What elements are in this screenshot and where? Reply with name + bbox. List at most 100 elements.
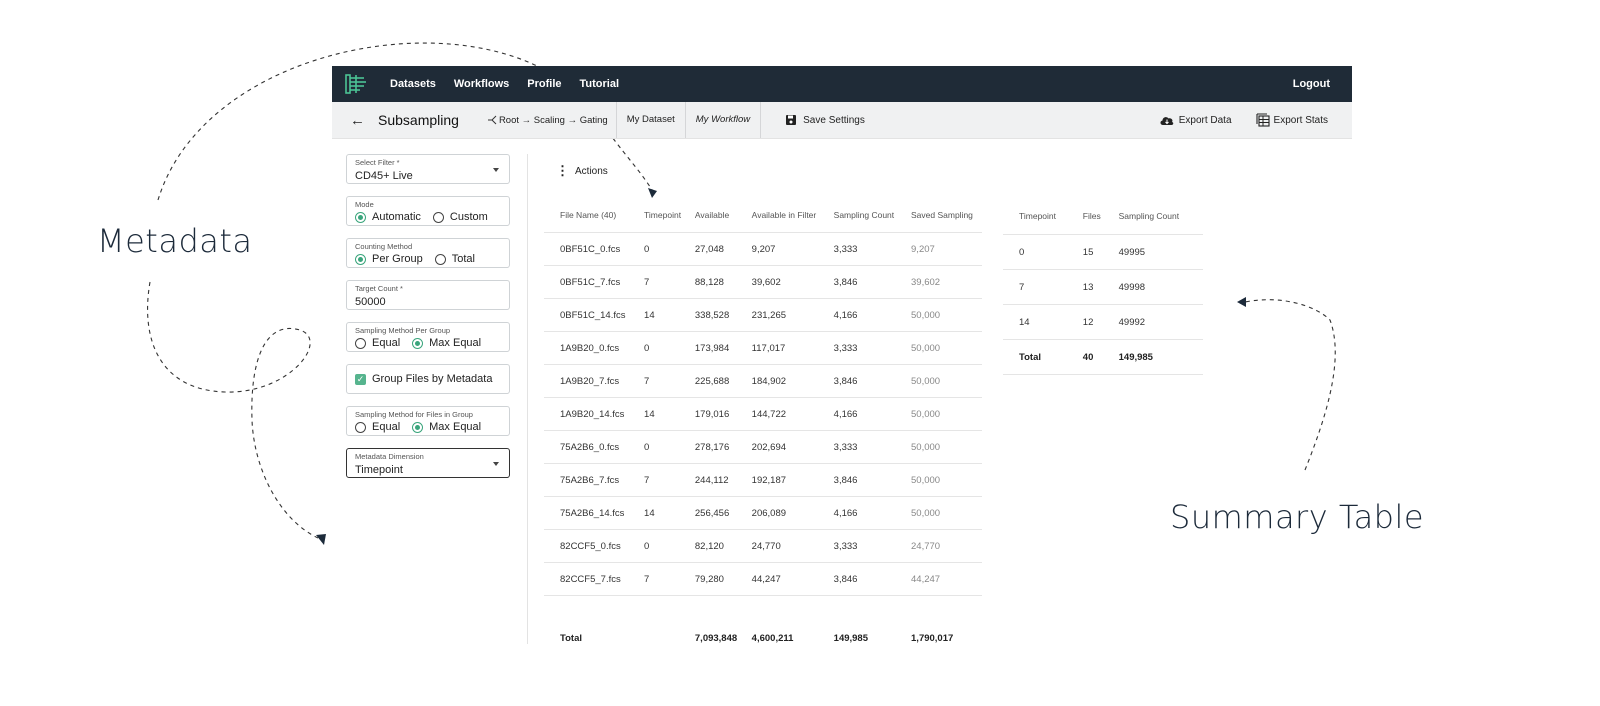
table-row[interactable]: 75A2B6_14.fcs 14 256,456 206,089 4,166 50,000 [544,496,982,530]
files-equal-radio[interactable]: Equal [355,421,400,433]
nav-workflows[interactable]: Workflows [453,78,510,90]
arrowhead-dimension [316,534,326,545]
sampling-files-radio-group: Sampling Method for Files in Group Equal… [346,406,510,436]
table-cell: 50,000 [903,397,982,431]
table-cell: 4,166 [825,298,904,332]
table-row[interactable]: 1A9B20_14.fcs 14 179,016 144,722 4,166 50,000 [544,397,982,431]
table-cell: 0 [636,529,687,563]
table-row[interactable]: 82CCF5_0.fcs 0 82,120 24,770 3,333 24,770 [544,529,982,563]
field-label: Sampling Method Per Group [355,326,451,335]
table-row[interactable]: 75A2B6_0.fcs 0 278,176 202,694 3,333 50,000 [544,430,982,464]
field-label: Mode [355,200,374,209]
back-arrow-icon[interactable]: ← [350,111,365,129]
table-cell: 244,112 [686,463,744,497]
radio-label: Per Group [372,253,423,265]
table-cell: 13 [1074,269,1111,305]
table-cell: 225,688 [686,364,744,398]
table-cell: 50,000 [903,463,982,497]
table-cell: 0BF51C_14.fcs [544,298,637,332]
export-stats-button[interactable]: Export Stats [1255,113,1328,127]
save-icon [786,115,797,125]
table-cell: 50,000 [903,331,982,365]
sampling-per-group-radio-group: Sampling Method Per Group Equal Max Equa… [346,322,510,352]
table-cell: 27,048 [686,232,744,266]
table-cell: 75A2B6_14.fcs [544,496,637,530]
table-cell: 0BF51C_7.fcs [544,265,637,299]
target-count-input[interactable]: Target Count * 50000 [346,280,510,310]
column-header[interactable]: Timepoint [644,210,682,220]
table-row[interactable]: 82CCF5_7.fcs 7 79,280 44,247 3,846 44,247 [544,562,982,596]
more-vert-icon: ⋮ [556,163,569,178]
metadata-dimension-dropdown[interactable]: Metadata Dimension Timepoint [346,448,510,478]
column-header[interactable]: File Name (40) [560,210,617,220]
radio-label: Max Equal [429,421,482,433]
logout-link[interactable]: Logout [1292,78,1330,90]
radio-empty-icon [355,337,366,349]
column-header[interactable]: Sampling Count [1118,211,1180,221]
sampling-max-equal-radio[interactable]: Max Equal [412,337,481,349]
actions-button[interactable]: ⋮ Actions [556,163,608,179]
nav-tutorial[interactable]: Tutorial [579,78,620,90]
counting-per-group-radio[interactable]: Per Group [355,253,423,265]
table-cell: 0 [1003,234,1075,270]
mode-automatic-radio[interactable]: Automatic [355,211,421,223]
table-cell: 49992 [1110,304,1203,340]
field-label: Sampling Method for Files in Group [355,410,473,419]
mode-custom-radio[interactable]: Custom [432,211,488,223]
table-cell: 12 [1074,304,1111,340]
column-header[interactable]: Available [694,210,730,220]
column-header[interactable]: Saved Sampling [911,210,973,220]
cloud-download-icon [1160,117,1173,125]
sampling-equal-radio[interactable]: Equal [355,337,400,349]
table-cell: 75A2B6_7.fcs [544,463,637,497]
table-cell: 50,000 [903,364,982,398]
table-row[interactable]: 1A9B20_0.fcs 0 173,984 117,017 3,333 50,000 [544,331,982,365]
column-header[interactable]: Timepoint [1019,211,1057,221]
export-data-button[interactable]: Export Data [1159,114,1232,126]
summary-row[interactable]: 14 12 49992 [1003,304,1203,340]
table-cell: 24,770 [903,529,982,563]
total-row: Total 7,093,848 4,600,211 149,985 1,790,017 [544,595,982,646]
table-cell: 14 [636,298,687,332]
table-cell: 82,120 [686,529,744,563]
radio-label: Equal [372,421,401,433]
column-header[interactable]: Files [1082,211,1101,221]
table-row[interactable]: 0BF51C_14.fcs 14 338,528 231,265 4,166 50,000 [544,298,982,332]
caret-down-icon [493,168,499,172]
table-row[interactable]: 0BF51C_7.fcs 7 88,128 39,602 3,846 39,602 [544,265,982,299]
group-files-checkbox[interactable]: ✓ Group Files by Metadata [346,364,510,394]
field-value: Timepoint [355,464,403,476]
table-cell: 3,333 [825,430,904,464]
save-settings-button[interactable]: Save Settings [785,102,865,138]
table-row[interactable]: 0BF51C_0.fcs 0 27,048 9,207 3,333 9,207 [544,232,982,266]
table-export-icon [1255,113,1270,127]
select-filter-dropdown[interactable]: Select Filter * CD45+ Live [346,154,510,184]
app-logo-icon[interactable] [344,72,368,96]
table-row[interactable]: 75A2B6_7.fcs 7 244,112 192,187 3,846 50,000 [544,463,982,497]
branch-icon [487,115,497,125]
workflow-path[interactable]: Root → Scaling → Gating [487,115,608,126]
table-cell: 3,846 [825,265,904,299]
table-cell: 0 [636,232,687,266]
files-table: File Name (40) Timepoint Available Availabl… [544,198,982,646]
column-header[interactable]: Available in Filter [751,210,817,220]
save-settings-label: Save Settings [803,114,865,126]
counting-total-radio[interactable]: Total [434,253,475,265]
table-cell: 50,000 [903,430,982,464]
total-cell: 4,600,211 [743,595,826,646]
table-cell: 50,000 [903,496,982,530]
table-cell: 7 [636,364,687,398]
table-row[interactable]: 1A9B20_7.fcs 7 225,688 184,902 3,846 50,000 [544,364,982,398]
summary-row[interactable]: 0 15 49995 [1003,234,1203,270]
dataset-tab[interactable]: My Dataset [615,102,685,138]
nav-datasets[interactable]: Datasets [390,78,436,90]
summary-row[interactable]: 7 13 49998 [1003,269,1203,305]
files-max-equal-radio[interactable]: Max Equal [412,421,481,433]
radio-empty-icon [355,421,366,433]
column-header[interactable]: Sampling Count [833,210,895,220]
nav-profile[interactable]: Profile [527,78,562,90]
workflow-tab[interactable]: My Workflow [684,102,760,138]
table-cell: 50,000 [903,298,982,332]
radio-label: Total [451,253,475,265]
